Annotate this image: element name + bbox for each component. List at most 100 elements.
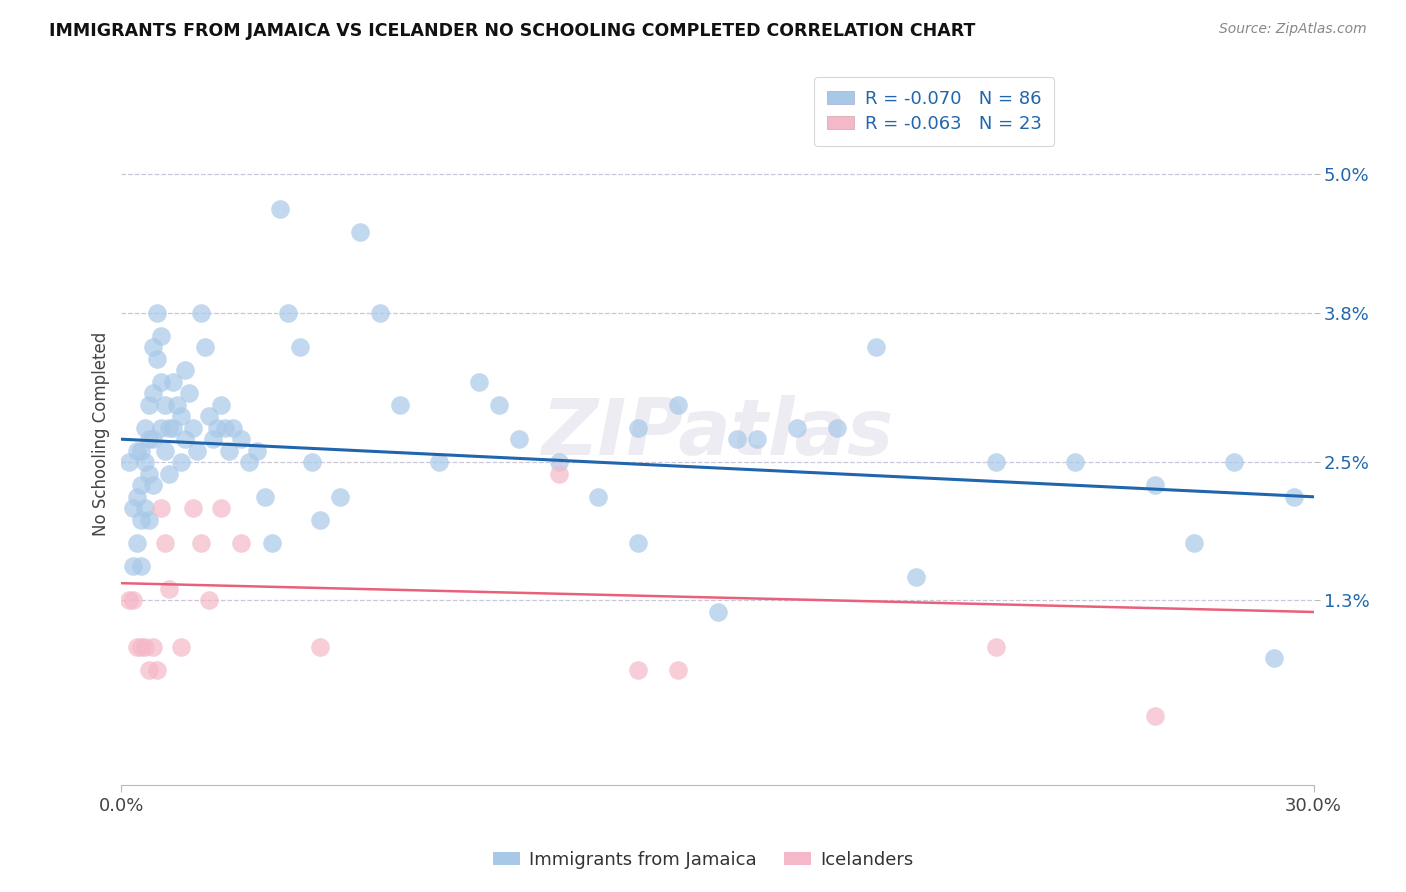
Point <box>253 490 276 504</box>
Point <box>131 558 153 573</box>
Point <box>368 305 391 319</box>
Point <box>388 398 411 412</box>
Point <box>205 420 228 434</box>
Point <box>301 455 323 469</box>
Point <box>146 663 169 677</box>
Point <box>127 490 149 504</box>
Point <box>194 340 217 354</box>
Point <box>174 363 197 377</box>
Point <box>150 375 173 389</box>
Point <box>157 420 180 434</box>
Point <box>666 398 689 412</box>
Y-axis label: No Schooling Completed: No Schooling Completed <box>93 331 110 535</box>
Point <box>134 455 156 469</box>
Point <box>747 432 769 446</box>
Point <box>153 398 176 412</box>
Point <box>150 328 173 343</box>
Point <box>290 340 312 354</box>
Point <box>1064 455 1087 469</box>
Point <box>162 420 184 434</box>
Point <box>118 593 141 607</box>
Point <box>984 640 1007 654</box>
Point <box>138 467 160 481</box>
Point <box>309 513 332 527</box>
Point <box>209 398 232 412</box>
Point <box>118 455 141 469</box>
Point <box>547 467 569 481</box>
Point <box>1143 708 1166 723</box>
Point <box>786 420 808 434</box>
Legend: Immigrants from Jamaica, Icelanders: Immigrants from Jamaica, Icelanders <box>485 844 921 876</box>
Point <box>588 490 610 504</box>
Point <box>865 340 887 354</box>
Point <box>170 455 193 469</box>
Point <box>131 478 153 492</box>
Point <box>1282 490 1305 504</box>
Point <box>166 398 188 412</box>
Point <box>825 420 848 434</box>
Point <box>725 432 748 446</box>
Point <box>190 536 212 550</box>
Point <box>277 305 299 319</box>
Point <box>127 443 149 458</box>
Point <box>146 305 169 319</box>
Point <box>177 386 200 401</box>
Point <box>138 513 160 527</box>
Point <box>222 420 245 434</box>
Point <box>157 582 180 596</box>
Point <box>186 443 208 458</box>
Point <box>1263 651 1285 665</box>
Point <box>627 536 650 550</box>
Point <box>142 478 165 492</box>
Point <box>127 536 149 550</box>
Text: IMMIGRANTS FROM JAMAICA VS ICELANDER NO SCHOOLING COMPLETED CORRELATION CHART: IMMIGRANTS FROM JAMAICA VS ICELANDER NO … <box>49 22 976 40</box>
Point <box>229 432 252 446</box>
Point <box>138 663 160 677</box>
Point <box>984 455 1007 469</box>
Point <box>209 501 232 516</box>
Point <box>142 340 165 354</box>
Point <box>218 443 240 458</box>
Point <box>150 420 173 434</box>
Point <box>190 305 212 319</box>
Point <box>162 375 184 389</box>
Point <box>269 202 291 216</box>
Point <box>627 420 650 434</box>
Point <box>349 225 371 239</box>
Text: ZIPatlas: ZIPatlas <box>541 395 894 472</box>
Point <box>122 558 145 573</box>
Point <box>488 398 510 412</box>
Point <box>170 409 193 424</box>
Point <box>198 593 221 607</box>
Point <box>201 432 224 446</box>
Point <box>131 443 153 458</box>
Point <box>627 663 650 677</box>
Point <box>181 501 204 516</box>
Point <box>131 513 153 527</box>
Point <box>214 420 236 434</box>
Point <box>245 443 267 458</box>
Point <box>1223 455 1246 469</box>
Point <box>138 398 160 412</box>
Point <box>1184 536 1206 550</box>
Text: Source: ZipAtlas.com: Source: ZipAtlas.com <box>1219 22 1367 37</box>
Point <box>157 467 180 481</box>
Point <box>153 536 176 550</box>
Point <box>238 455 260 469</box>
Point <box>329 490 352 504</box>
Point <box>170 640 193 654</box>
Point <box>134 420 156 434</box>
Point <box>122 501 145 516</box>
Point <box>508 432 530 446</box>
Point <box>134 501 156 516</box>
Point <box>153 443 176 458</box>
Point <box>427 455 450 469</box>
Point <box>181 420 204 434</box>
Point <box>905 570 928 584</box>
Point <box>138 432 160 446</box>
Point <box>547 455 569 469</box>
Point <box>122 593 145 607</box>
Point <box>146 351 169 366</box>
Point <box>142 386 165 401</box>
Point <box>706 605 728 619</box>
